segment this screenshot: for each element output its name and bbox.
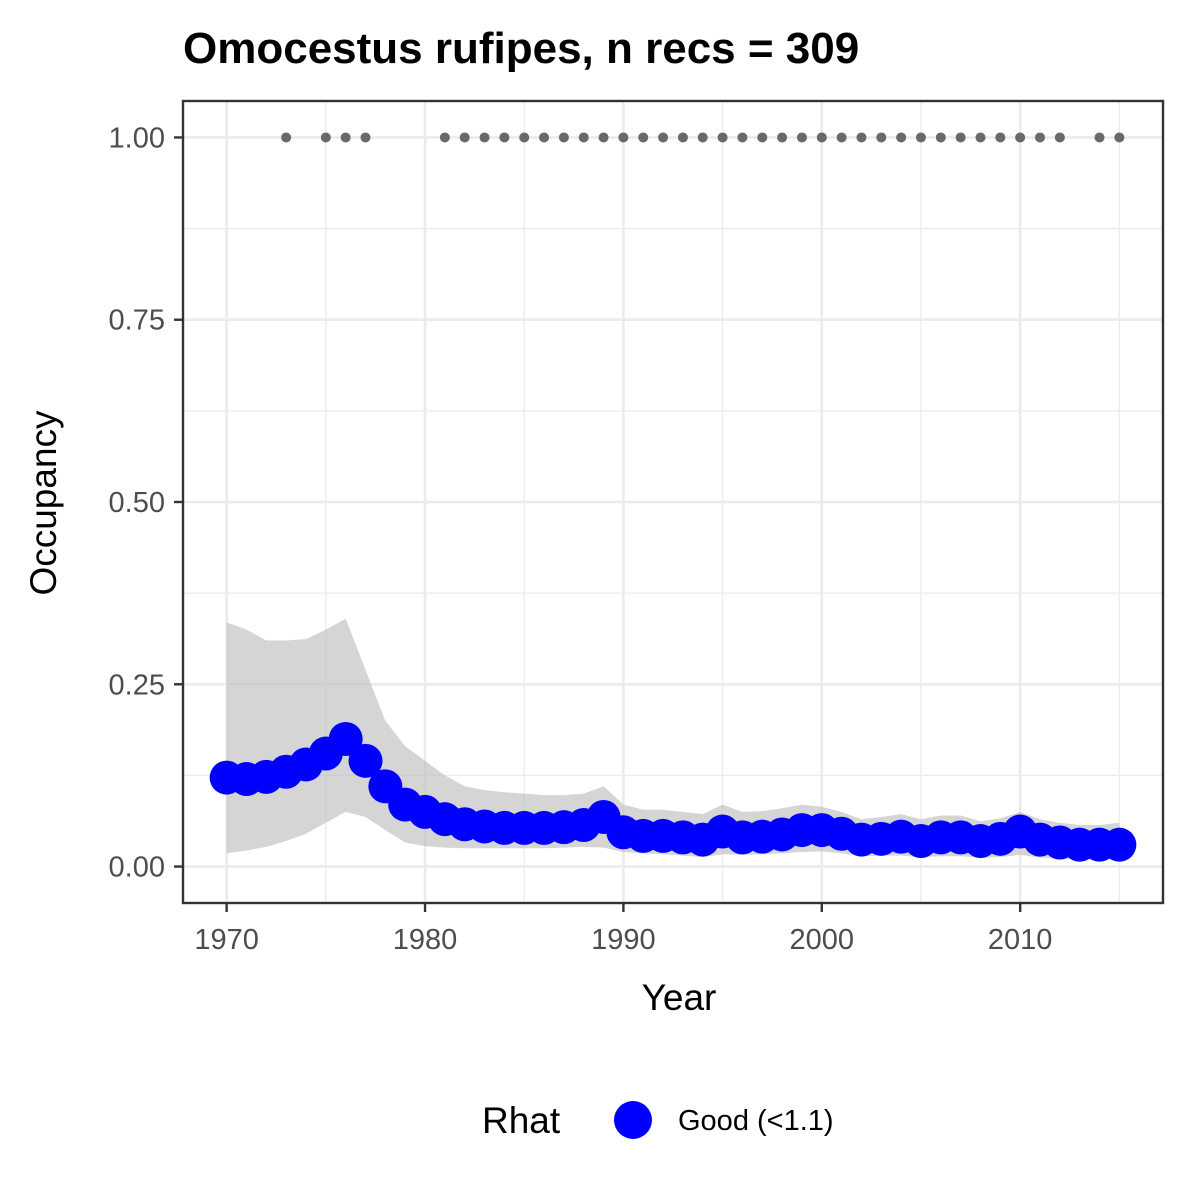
record-point: [935, 132, 946, 143]
y-tick-label: 0.75: [109, 305, 165, 337]
y-tick-label: 0.25: [109, 669, 165, 701]
record-point: [876, 132, 887, 143]
record-point: [340, 132, 351, 143]
record-point: [975, 132, 986, 143]
x-axis: 1970 1980 1990 2000 2010: [194, 903, 1052, 956]
record-point: [360, 132, 371, 143]
chart-title: Omocestus rufipes, n recs = 309: [183, 24, 859, 73]
occupancy-points: [209, 721, 1137, 862]
record-point: [281, 132, 292, 143]
record-point: [1035, 132, 1046, 143]
record-point: [915, 132, 926, 143]
occupancy-point: [348, 743, 383, 778]
record-point: [479, 132, 490, 143]
record-point: [697, 132, 708, 143]
occupancy-point: [328, 721, 363, 756]
plot-panel: [181, 99, 1165, 905]
record-point: [1015, 132, 1026, 143]
record-point: [777, 132, 788, 143]
record-point: [1094, 132, 1105, 143]
y-axis-title: Occupancy: [23, 410, 64, 596]
x-tick-label: 1990: [591, 924, 656, 956]
record-point: [459, 132, 470, 143]
x-tick-label: 1970: [194, 924, 259, 956]
record-point: [737, 132, 748, 143]
y-tick-label: 1.00: [109, 122, 165, 154]
record-point: [995, 132, 1006, 143]
legend-label-good: Good (<1.1): [678, 1105, 834, 1137]
legend-title: Rhat: [482, 1100, 561, 1141]
y-axis: 0.00 0.25 0.50 0.75 1.00: [109, 122, 183, 884]
record-point: [439, 132, 450, 143]
credible-interval-ribbon: [226, 618, 1120, 860]
record-point: [1114, 132, 1125, 143]
record-point: [955, 132, 966, 143]
record-point: [519, 132, 530, 143]
record-point: [558, 132, 569, 143]
x-axis-title: Year: [642, 977, 717, 1018]
record-point: [658, 132, 669, 143]
y-tick-label: 0.50: [109, 487, 165, 519]
x-tick-label: 1980: [393, 924, 458, 956]
record-point: [598, 132, 609, 143]
legend: Rhat Good (<1.1): [482, 1100, 834, 1141]
record-point: [856, 132, 867, 143]
legend-key-good: [614, 1101, 652, 1139]
record-point: [757, 132, 768, 143]
record-point: [618, 132, 629, 143]
record-point: [677, 132, 688, 143]
record-point: [578, 132, 589, 143]
record-point: [499, 132, 510, 143]
record-point: [836, 132, 847, 143]
record-point: [320, 132, 331, 143]
record-points: [281, 132, 1125, 143]
y-tick-label: 0.00: [109, 852, 165, 884]
record-point: [796, 132, 807, 143]
record-point: [539, 132, 550, 143]
record-point: [896, 132, 907, 143]
x-tick-label: 2000: [790, 924, 855, 956]
occupancy-point: [1102, 827, 1137, 862]
record-point: [717, 132, 728, 143]
record-point: [638, 132, 649, 143]
record-point: [1054, 132, 1065, 143]
x-tick-label: 2010: [988, 924, 1053, 956]
record-point: [816, 132, 827, 143]
